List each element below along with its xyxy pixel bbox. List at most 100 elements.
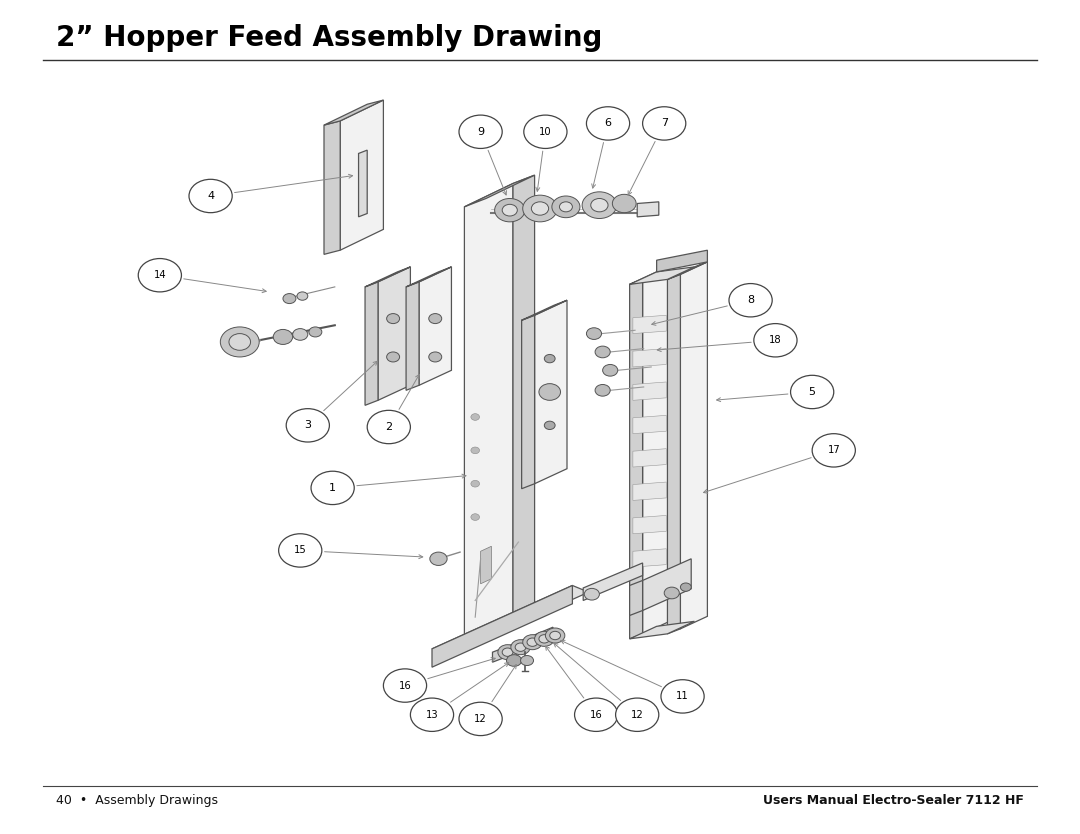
Circle shape [515,643,526,651]
Polygon shape [406,267,451,287]
Polygon shape [633,482,666,500]
Circle shape [523,195,557,222]
Circle shape [582,192,617,219]
Circle shape [575,698,618,731]
Circle shape [754,324,797,357]
Polygon shape [340,100,383,250]
Text: 12: 12 [474,714,487,724]
Polygon shape [378,267,410,400]
Circle shape [531,202,549,215]
Circle shape [220,327,259,357]
Text: 7: 7 [661,118,667,128]
Polygon shape [630,580,643,615]
Circle shape [502,648,513,656]
Polygon shape [633,349,666,367]
Text: 16: 16 [399,681,411,691]
Polygon shape [324,100,383,125]
Circle shape [535,631,554,646]
Circle shape [498,645,517,660]
Circle shape [643,107,686,140]
Circle shape [273,329,293,344]
Polygon shape [680,262,707,629]
Text: 13: 13 [426,710,438,720]
Text: 9: 9 [477,127,484,137]
Circle shape [729,284,772,317]
Text: 6: 6 [605,118,611,128]
Polygon shape [522,315,535,489]
Circle shape [527,638,538,646]
Circle shape [521,656,534,666]
Circle shape [410,698,454,731]
Circle shape [429,314,442,324]
Circle shape [603,364,618,376]
Circle shape [471,447,480,454]
Polygon shape [630,279,643,639]
Polygon shape [505,627,553,657]
Circle shape [680,583,691,591]
Polygon shape [667,262,707,279]
Circle shape [661,680,704,713]
Circle shape [539,384,561,400]
Circle shape [507,655,522,666]
Circle shape [612,194,636,213]
Polygon shape [633,382,666,400]
Circle shape [544,354,555,363]
Polygon shape [633,449,666,467]
Text: 10: 10 [539,127,552,137]
Circle shape [471,480,480,487]
Circle shape [138,259,181,292]
Circle shape [595,346,610,358]
Polygon shape [324,121,340,254]
Circle shape [584,589,599,600]
Polygon shape [633,315,666,334]
Circle shape [297,292,308,300]
Polygon shape [481,546,491,584]
Text: 15: 15 [294,545,307,555]
Circle shape [616,698,659,731]
Circle shape [595,384,610,396]
Circle shape [387,314,400,324]
Polygon shape [365,267,410,287]
Text: 17: 17 [827,445,840,455]
Text: 4: 4 [207,191,214,201]
Circle shape [539,635,550,643]
Circle shape [511,640,530,655]
Polygon shape [492,647,505,662]
Circle shape [367,410,410,444]
Circle shape [429,352,442,362]
Text: 40  •  Assembly Drawings: 40 • Assembly Drawings [56,794,218,807]
Text: 18: 18 [769,335,782,345]
Circle shape [559,202,572,212]
Circle shape [523,635,542,650]
Circle shape [459,702,502,736]
Circle shape [459,115,502,148]
Polygon shape [522,300,567,320]
Circle shape [591,198,608,212]
Polygon shape [419,267,451,385]
Text: 5: 5 [809,387,815,397]
Circle shape [279,534,322,567]
Polygon shape [630,267,694,284]
Polygon shape [464,175,535,207]
Circle shape [309,327,322,337]
Circle shape [664,587,679,599]
Circle shape [311,471,354,505]
Circle shape [283,294,296,304]
Circle shape [471,414,480,420]
Text: 14: 14 [153,270,166,280]
Polygon shape [667,274,680,634]
Polygon shape [513,175,535,619]
Circle shape [502,204,517,216]
Polygon shape [464,183,513,642]
Polygon shape [630,621,694,639]
Circle shape [550,631,561,640]
Polygon shape [633,549,666,567]
Text: 3: 3 [305,420,311,430]
Polygon shape [406,282,419,390]
Polygon shape [633,415,666,434]
Circle shape [552,196,580,218]
Text: 16: 16 [590,710,603,720]
Polygon shape [633,515,666,534]
Polygon shape [657,250,707,272]
Polygon shape [643,559,691,610]
